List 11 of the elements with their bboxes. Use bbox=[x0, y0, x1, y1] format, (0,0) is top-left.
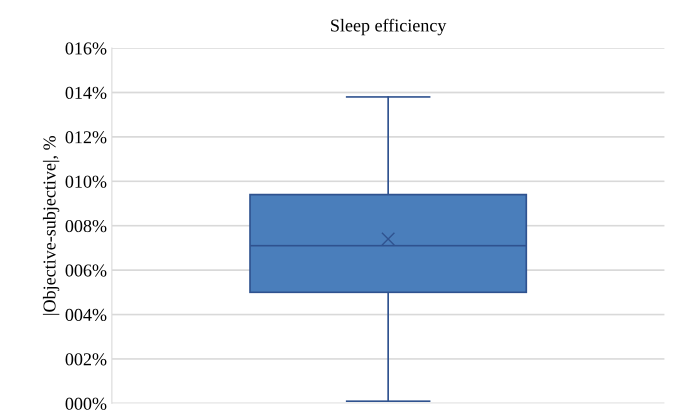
y-tick-label: 006% bbox=[66, 264, 106, 277]
y-tick-label: 004% bbox=[66, 308, 106, 322]
chart-title: Sleep efficiency bbox=[331, 18, 446, 36]
y-tick-label: 010% bbox=[66, 176, 106, 188]
y-tick-label: 008% bbox=[66, 220, 106, 232]
y-tick-label: 000% bbox=[66, 398, 106, 410]
y-tick-label: 002% bbox=[66, 353, 106, 366]
y-axis-title: |Objective-subjective|, % bbox=[42, 136, 60, 315]
y-tick-label: 016% bbox=[66, 42, 106, 55]
y-tick-label: 014% bbox=[66, 86, 106, 99]
y-tick-label: 012% bbox=[66, 131, 106, 144]
